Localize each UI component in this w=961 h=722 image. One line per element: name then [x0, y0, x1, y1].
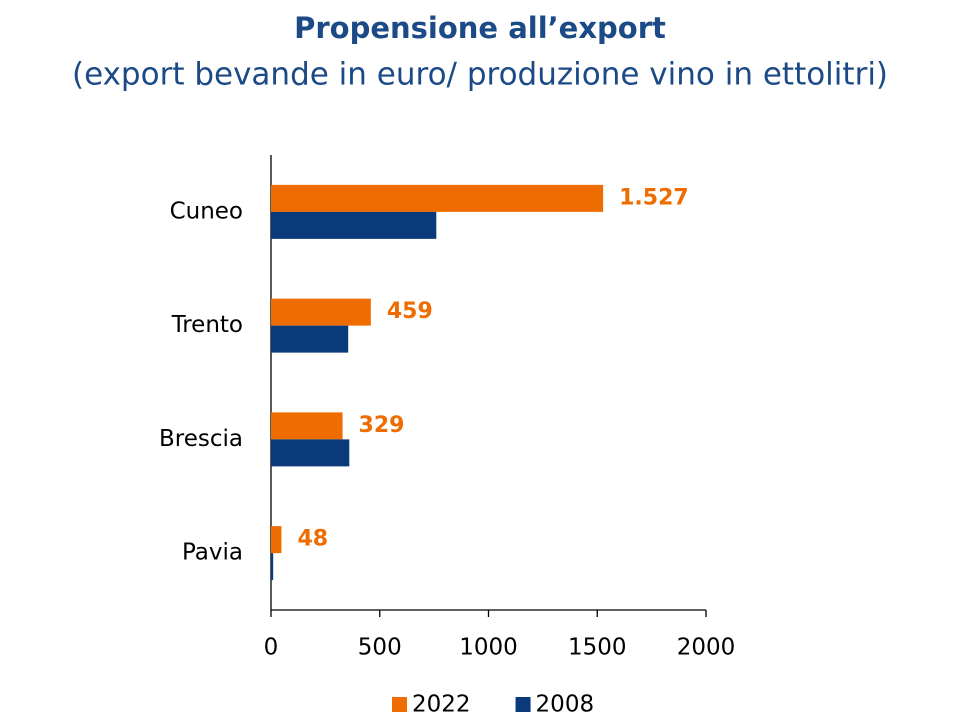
y-tick-label: Cuneo — [170, 198, 243, 224]
value-label: 1.527 — [619, 185, 689, 210]
value-label: 329 — [359, 413, 405, 438]
legend-swatch — [392, 697, 407, 712]
bar — [271, 325, 349, 353]
bar — [271, 526, 282, 554]
y-tick-label: Brescia — [159, 426, 243, 452]
chart-subtitle: (export bevande in euro/ produzione vino… — [72, 57, 888, 93]
bar — [271, 298, 371, 326]
x-tick-label: 1000 — [459, 635, 518, 661]
bar — [271, 184, 604, 212]
legend-label: 2008 — [536, 692, 595, 718]
x-tick-label: 500 — [358, 635, 402, 661]
x-tick-label: 0 — [264, 635, 279, 661]
value-label: 459 — [387, 299, 433, 324]
chart-title: Propensione all’export — [294, 11, 666, 45]
y-tick-label: Pavia — [182, 540, 243, 566]
value-label: 48 — [297, 527, 328, 552]
bar — [271, 412, 343, 440]
x-tick-label: 1500 — [568, 635, 627, 661]
y-tick-label: Trento — [171, 312, 243, 338]
x-tick-label: 2000 — [677, 635, 736, 661]
bar — [271, 211, 437, 239]
legend-swatch — [515, 697, 531, 712]
bar — [271, 439, 350, 467]
bar — [271, 553, 274, 581]
legend-label: 2022 — [412, 692, 471, 718]
